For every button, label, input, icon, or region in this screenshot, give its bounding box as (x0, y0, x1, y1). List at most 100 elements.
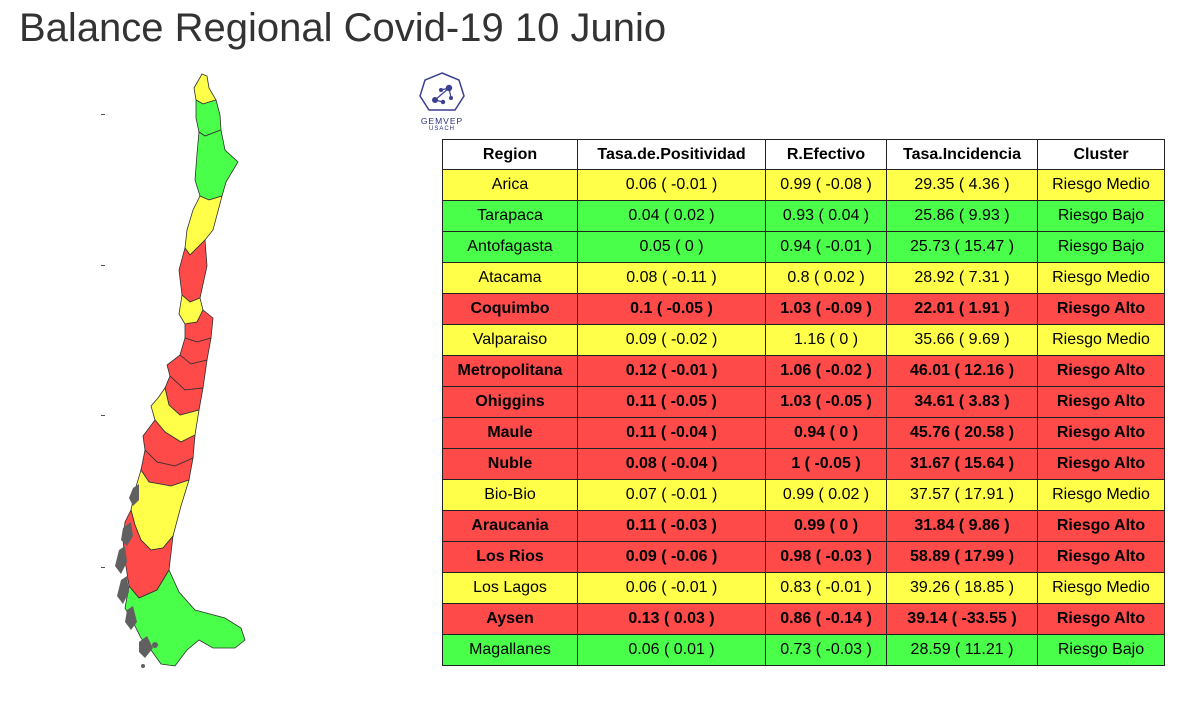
table-cell: 31.84 ( 9.86 ) (886, 510, 1038, 542)
table-cell: Aysen (442, 603, 578, 635)
table-cell: 0.12 ( -0.01 ) (577, 355, 766, 387)
table-row: Los Lagos 0.06 ( -0.01 ) 0.83 ( -0.01 ) 39.… (442, 572, 1165, 604)
column-header: Tasa.Incidencia (886, 139, 1038, 170)
map-island-fragments (115, 484, 158, 668)
table-cell: 0.99 ( 0 ) (765, 510, 887, 542)
table-cell: 0.73 ( -0.03 ) (765, 634, 887, 666)
table-cell: 34.61 ( 3.83 ) (886, 386, 1038, 418)
table-cell: 0.13 ( 0.03 ) (577, 603, 766, 635)
table-cell: 1.06 ( -0.02 ) (765, 355, 887, 387)
table-cell: Riesgo Alto (1037, 386, 1165, 418)
table-cell: 28.92 ( 7.31 ) (886, 262, 1038, 294)
table-cell: Riesgo Medio (1037, 324, 1165, 356)
table-row: Arica 0.06 ( -0.01 ) 0.99 ( -0.08 ) 29.35 (… (442, 169, 1165, 201)
table-cell: Riesgo Bajo (1037, 634, 1165, 666)
table-cell: 0.11 ( -0.05 ) (577, 386, 766, 418)
table-cell: Arica (442, 169, 578, 201)
table-cell: Riesgo Medio (1037, 572, 1165, 604)
table-cell: Riesgo Alto (1037, 417, 1165, 449)
table-cell: Riesgo Alto (1037, 293, 1165, 325)
table-cell: Araucania (442, 510, 578, 542)
table-cell: Riesgo Alto (1037, 541, 1165, 573)
table-row: Coquimbo 0.1 ( -0.05 ) 1.03 ( -0.09 ) 22.01… (442, 293, 1165, 325)
table-cell: Magallanes (442, 634, 578, 666)
table-cell: 37.57 ( 17.91 ) (886, 479, 1038, 511)
table-cell: Tarapaca (442, 200, 578, 232)
table-cell: 0.98 ( -0.03 ) (765, 541, 887, 573)
table-cell: 1.03 ( -0.09 ) (765, 293, 887, 325)
table-cell: Metropolitana (442, 355, 578, 387)
table-row: Los Rios 0.09 ( -0.06 ) 0.98 ( -0.03 ) 58.8… (442, 541, 1165, 573)
table-cell: 29.35 ( 4.36 ) (886, 169, 1038, 201)
table-cell: 0.1 ( -0.05 ) (577, 293, 766, 325)
page-title: Balance Regional Covid-19 10 Junio (19, 6, 667, 50)
table-cell: 46.01 ( 12.16 ) (886, 355, 1038, 387)
table-row: Aysen 0.13 ( 0.03 ) 0.86 ( -0.14 ) 39.14 ( … (442, 603, 1165, 635)
map-region-tarapaca (195, 99, 222, 137)
regional-balance-table: Region Tasa.de.Positividad R.Efectivo Ta… (442, 139, 1165, 666)
table-cell: 0.09 ( -0.02 ) (577, 324, 766, 356)
map-svg (115, 73, 246, 668)
table-row: Nuble 0.08 ( -0.04 ) 1 ( -0.05 ) 31.67 ( 15… (442, 448, 1165, 480)
table-cell: Valparaiso (442, 324, 578, 356)
table-cell: Ohiggins (442, 386, 578, 418)
table-cell: 0.06 ( -0.01 ) (577, 169, 766, 201)
table-cell: 0.8 ( 0.02 ) (765, 262, 887, 294)
table-cell: Los Rios (442, 541, 578, 573)
table-cell: 0.06 ( -0.01 ) (577, 572, 766, 604)
table-cell: Riesgo Medio (1037, 479, 1165, 511)
table-row: Metropolitana 0.12 ( -0.01 ) 1.06 ( -0.02 … (442, 355, 1165, 387)
table-cell: 45.76 ( 20.58 ) (886, 417, 1038, 449)
table-cell: 35.66 ( 9.69 ) (886, 324, 1038, 356)
table-row: Araucania 0.11 ( -0.03 ) 0.99 ( 0 ) 31.84 (… (442, 510, 1165, 542)
table-cell: 0.11 ( -0.03 ) (577, 510, 766, 542)
table-cell: Riesgo Medio (1037, 262, 1165, 294)
table-cell: Nuble (442, 448, 578, 480)
table-cell: 0.86 ( -0.14 ) (765, 603, 887, 635)
table-cell: 31.67 ( 15.64 ) (886, 448, 1038, 480)
table-cell: 28.59 ( 11.21 ) (886, 634, 1038, 666)
table-cell: Riesgo Bajo (1037, 231, 1165, 263)
table-cell: 0.07 ( -0.01 ) (577, 479, 766, 511)
table-cell: Atacama (442, 262, 578, 294)
table-row: Tarapaca 0.04 ( 0.02 ) 0.93 ( 0.04 ) 25.86 … (442, 200, 1165, 232)
table-cell: Riesgo Bajo (1037, 200, 1165, 232)
table-cell: 39.26 ( 18.85 ) (886, 572, 1038, 604)
chile-region-map (95, 70, 385, 680)
table-cell: Riesgo Alto (1037, 448, 1165, 480)
table-cell: 1.03 ( -0.05 ) (765, 386, 887, 418)
table-cell: 22.01 ( 1.91 ) (886, 293, 1038, 325)
column-header: Region (442, 139, 578, 170)
table-cell: 0.93 ( 0.04 ) (765, 200, 887, 232)
table-cell: 25.86 ( 9.93 ) (886, 200, 1038, 232)
logo-text: GEMVEP (420, 116, 464, 126)
table-cell: Riesgo Medio (1037, 169, 1165, 201)
table-cell: 0.08 ( -0.04 ) (577, 448, 766, 480)
table-cell: 25.73 ( 15.47 ) (886, 231, 1038, 263)
table-cell: 0.83 ( -0.01 ) (765, 572, 887, 604)
table-cell: 0.11 ( -0.04 ) (577, 417, 766, 449)
table-header-row: Region Tasa.de.Positividad R.Efectivo Ta… (442, 139, 1165, 170)
table-row: Ohiggins 0.11 ( -0.05 ) 1.03 ( -0.05 ) 34.6… (442, 386, 1165, 418)
table-cell: Bio-Bio (442, 479, 578, 511)
table-row: Antofagasta 0.05 ( 0 ) 0.94 ( -0.01 ) 25.73… (442, 231, 1165, 263)
table-cell: 0.94 ( -0.01 ) (765, 231, 887, 263)
table-cell: Riesgo Alto (1037, 603, 1165, 635)
table-cell: Riesgo Alto (1037, 355, 1165, 387)
table-cell: 1.16 ( 0 ) (765, 324, 887, 356)
table-cell: 0.09 ( -0.06 ) (577, 541, 766, 573)
column-header: Cluster (1037, 139, 1165, 170)
map-region-antofagasta (194, 129, 239, 201)
table-cell: Riesgo Alto (1037, 510, 1165, 542)
table-cell: 1 ( -0.05 ) (765, 448, 887, 480)
logo-subtext: USACH (428, 126, 455, 132)
table-cell: 58.89 ( 17.99 ) (886, 541, 1038, 573)
table-cell: Maule (442, 417, 578, 449)
table-cell: Los Lagos (442, 572, 578, 604)
table-row: Bio-Bio 0.07 ( -0.01 ) 0.99 ( 0.02 ) 37.57 … (442, 479, 1165, 511)
table-cell: 39.14 ( -33.55 ) (886, 603, 1038, 635)
table-row: Maule 0.11 ( -0.04 ) 0.94 ( 0 ) 45.76 ( 20.… (442, 417, 1165, 449)
table-row: Magallanes 0.06 ( 0.01 ) 0.73 ( -0.03 ) 28.… (442, 634, 1165, 666)
table-cell: 0.06 ( 0.01 ) (577, 634, 766, 666)
map-region-arica (193, 73, 217, 105)
